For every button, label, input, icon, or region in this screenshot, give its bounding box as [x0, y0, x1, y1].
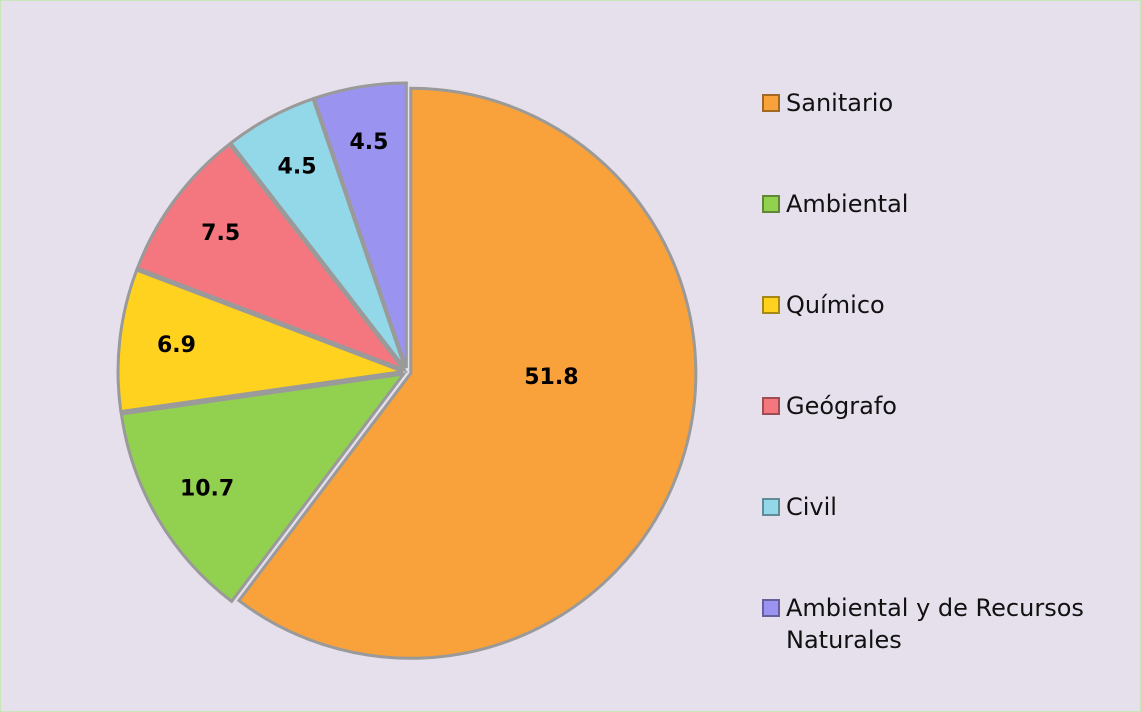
- pie-slice: [312, 81, 408, 369]
- legend-label: Químico: [786, 291, 885, 319]
- legend-item: Sanitario: [762, 87, 1122, 119]
- data-label: 4.5: [349, 130, 388, 155]
- data-label: 6.9: [157, 333, 196, 358]
- legend-swatch: [762, 296, 780, 314]
- legend-item: Ambiental: [762, 188, 1122, 220]
- pie-slice: [236, 86, 698, 660]
- legend-label: Civil: [786, 493, 837, 521]
- legend-item: Civil: [762, 491, 1122, 523]
- legend-swatch: [762, 94, 780, 112]
- legend-item: Químico: [762, 289, 1122, 321]
- legend-label: Sanitario: [786, 89, 894, 117]
- data-label: 7.5: [201, 221, 240, 246]
- data-label: 51.8: [524, 365, 578, 390]
- legend-label: Geógrafo: [786, 392, 897, 420]
- legend-item: Geógrafo: [762, 390, 1122, 422]
- data-label: 4.5: [278, 155, 317, 180]
- pie-slice: [135, 142, 409, 373]
- pie-slice: [116, 268, 404, 414]
- legend-item: Ambiental y de Recursos Naturales: [762, 592, 1122, 656]
- data-label: 10.7: [180, 477, 234, 502]
- legend-swatch: [762, 397, 780, 415]
- legend-label: Ambiental: [786, 190, 909, 218]
- legend-swatch: [762, 195, 780, 213]
- legend-label: Ambiental y de Recursos Naturales: [786, 594, 1084, 654]
- pie-chart: 51.8 10.7 6.9 7.5 4.5 4.5: [116, 81, 698, 660]
- pie-slice: [119, 372, 407, 604]
- legend-swatch: [762, 498, 780, 516]
- legend-swatch: [762, 599, 780, 617]
